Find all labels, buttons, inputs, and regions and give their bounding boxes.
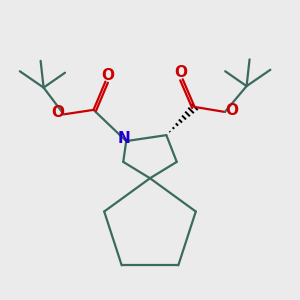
Text: O: O bbox=[225, 103, 238, 118]
Text: O: O bbox=[51, 105, 64, 120]
Text: O: O bbox=[101, 68, 114, 82]
Text: N: N bbox=[118, 131, 130, 146]
Text: O: O bbox=[174, 65, 187, 80]
